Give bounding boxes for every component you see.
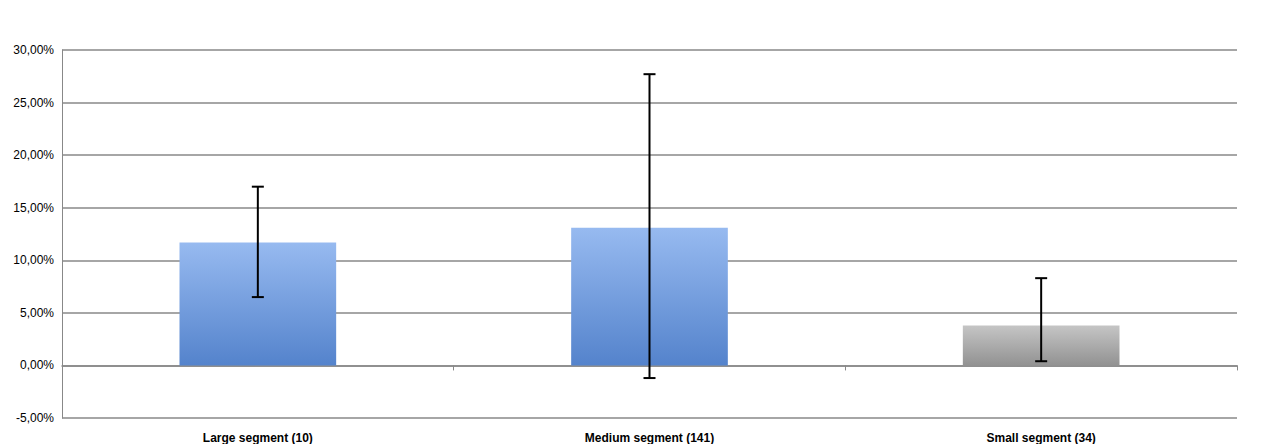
svg-text:30,00%: 30,00% bbox=[13, 43, 54, 57]
svg-text:Medium segment (141): Medium segment (141) bbox=[585, 431, 714, 444]
svg-text:15,00%: 15,00% bbox=[13, 201, 54, 215]
svg-text:25,00%: 25,00% bbox=[13, 96, 54, 110]
svg-text:10,00%: 10,00% bbox=[13, 253, 54, 267]
svg-text:Small segment (34): Small segment (34) bbox=[986, 431, 1095, 444]
svg-text:-5,00%: -5,00% bbox=[16, 411, 54, 425]
svg-text:Large segment (10): Large segment (10) bbox=[203, 431, 313, 444]
svg-text:5,00%: 5,00% bbox=[20, 306, 54, 320]
svg-text:20,00%: 20,00% bbox=[13, 148, 54, 162]
svg-text:0,00%: 0,00% bbox=[20, 358, 54, 372]
